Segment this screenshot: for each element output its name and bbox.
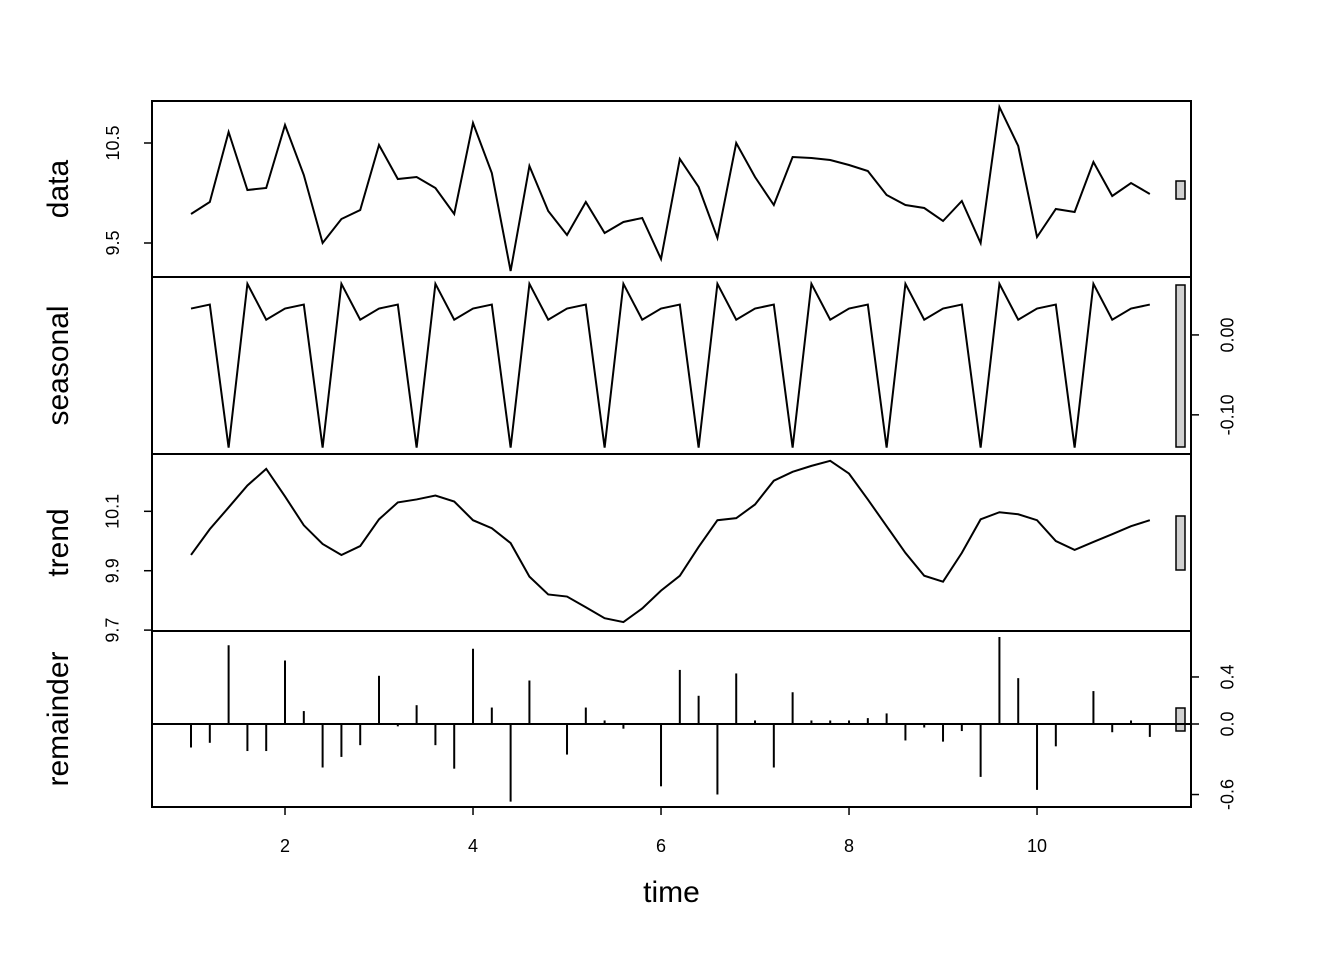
series-line xyxy=(190,459,1151,624)
y-tick-label: 10.1 xyxy=(103,494,123,529)
panel-frame xyxy=(151,453,1192,632)
y-tick-label: 0.4 xyxy=(1218,664,1238,689)
x-tick-label: 10 xyxy=(1027,836,1047,856)
range-bar xyxy=(1175,707,1186,732)
y-tick-label: 9.9 xyxy=(103,558,123,583)
y-tick-label: 9.7 xyxy=(103,618,123,643)
y-axis-title: seasonal xyxy=(42,305,75,425)
x-tick-label: 4 xyxy=(468,836,478,856)
y-tick-label: 0.00 xyxy=(1218,317,1238,352)
y-axis-title: trend xyxy=(42,508,75,576)
y-tick-label: 0.0 xyxy=(1218,711,1238,736)
series-line xyxy=(190,280,1151,448)
x-tick-label: 6 xyxy=(656,836,666,856)
y-tick-label: 9.5 xyxy=(103,230,123,255)
y-tick-label: -0.6 xyxy=(1218,779,1238,810)
panel-frame xyxy=(151,630,1192,808)
range-bar xyxy=(1175,180,1186,200)
y-tick-label: -0.10 xyxy=(1218,394,1238,435)
panel-frame xyxy=(151,276,1192,455)
x-axis-title: time xyxy=(643,876,700,909)
range-bar xyxy=(1175,515,1186,571)
x-tick-label: 8 xyxy=(844,836,854,856)
series-line xyxy=(190,103,1151,272)
range-bar xyxy=(1175,284,1186,448)
x-tick-label: 2 xyxy=(280,836,290,856)
y-tick-label: 10.5 xyxy=(103,125,123,160)
y-axis-title: remainder xyxy=(42,651,75,786)
y-axis-title: data xyxy=(42,159,75,218)
